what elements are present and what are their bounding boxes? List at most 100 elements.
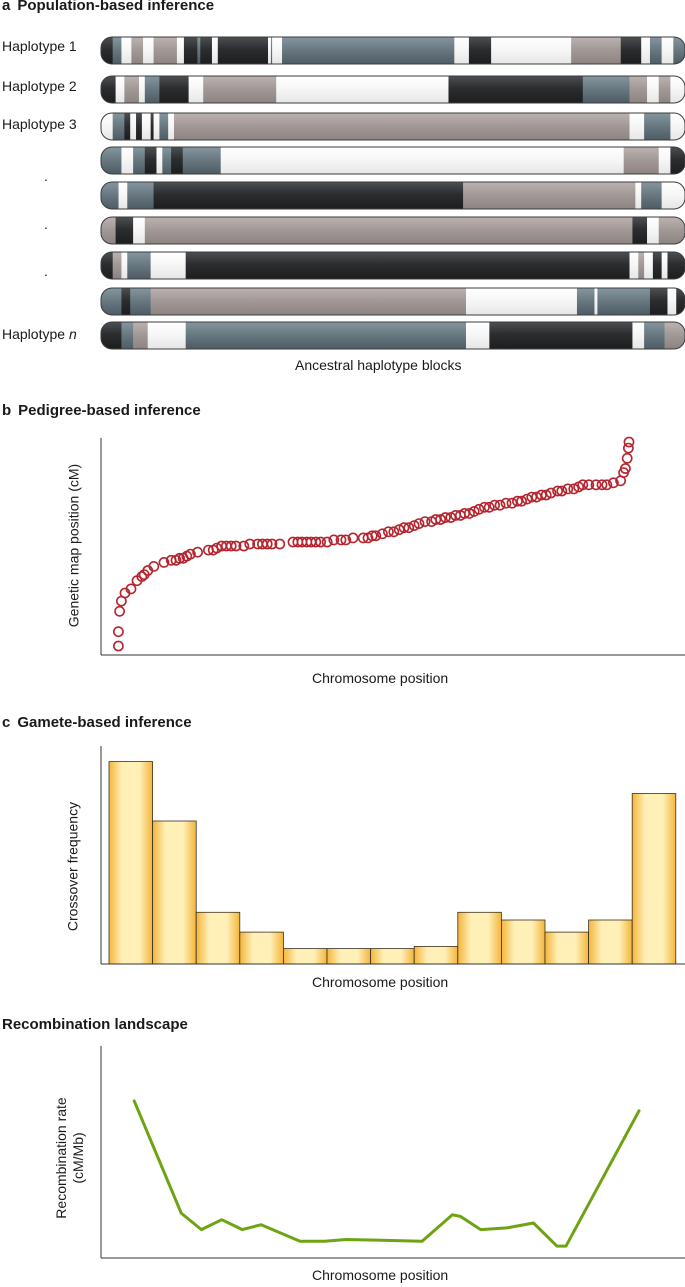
haplotype-block	[101, 76, 116, 103]
scatter-point	[590, 479, 602, 491]
haplotype-block	[138, 76, 146, 103]
scatter-point	[274, 538, 286, 550]
scatter-point	[419, 516, 431, 527]
haplotype-block	[118, 182, 128, 209]
scatter-chart	[100, 436, 685, 656]
bar-chart	[100, 746, 685, 965]
histogram-bar	[195, 911, 241, 965]
scatter-point	[413, 518, 425, 529]
haplotype-block	[162, 147, 172, 174]
panel-d-title: Recombination landscape	[2, 1016, 188, 1033]
scatter-point	[500, 497, 512, 509]
haplotype-block	[101, 182, 119, 209]
haplotype-block	[582, 76, 630, 103]
chromosome-outline	[100, 251, 685, 280]
haplotype-block	[101, 252, 114, 279]
panel-letter: c	[2, 714, 11, 731]
haplotype-block	[101, 37, 114, 64]
haplotype-label-n-text: Haplotype	[2, 326, 66, 342]
panel-c-title: c Gamete-based inference	[2, 714, 192, 731]
ellipsis-dot: .	[44, 263, 48, 279]
haplotype-block	[632, 322, 645, 349]
haplotype-block	[576, 288, 595, 315]
haplotype-block	[623, 147, 660, 174]
haplotype-block	[124, 76, 140, 103]
scatter-point	[540, 489, 552, 501]
scatter-point	[439, 512, 451, 523]
haplotype-block	[448, 76, 584, 103]
haplotype-block	[454, 37, 470, 64]
haplotype-block	[489, 322, 633, 349]
haplotype-block	[143, 37, 154, 64]
haplotype-block	[571, 37, 622, 64]
chromosome-outline	[100, 36, 685, 65]
haplotype-block	[159, 113, 169, 140]
scatter-point	[244, 538, 256, 550]
haplotype-block	[112, 252, 122, 279]
haplotype-block	[127, 182, 154, 209]
haplotype-block	[220, 147, 625, 174]
haplotype-label-2: Haplotype 2	[2, 78, 77, 94]
haplotype-block	[629, 252, 639, 279]
haplotype-block	[647, 76, 660, 103]
scatter-point	[382, 526, 394, 538]
haplotype-6	[101, 217, 685, 244]
scatter-point	[340, 534, 352, 546]
haplotype-1	[101, 37, 685, 64]
haplotype-label-1: Haplotype 1	[2, 38, 77, 54]
scatter-point	[321, 536, 333, 548]
histogram-bar	[413, 945, 459, 965]
haplotype-block	[101, 147, 122, 174]
haplotype-block	[644, 113, 671, 140]
haplotype-block	[203, 76, 277, 103]
scatter-point	[506, 497, 518, 509]
ellipsis-dot: .	[44, 168, 48, 184]
scatter-point	[623, 436, 635, 448]
haplotype-block	[270, 37, 273, 64]
chromosome-outline	[100, 146, 685, 175]
scatter-point	[347, 532, 359, 544]
haplotype-block	[673, 37, 685, 64]
haplotype-4	[101, 147, 685, 174]
scatter-point	[531, 491, 542, 503]
scatter-point	[211, 542, 223, 554]
panel-letter: b	[2, 402, 12, 419]
haplotype-block	[635, 182, 642, 209]
histogram-bar	[631, 793, 677, 965]
haplotype-block	[101, 113, 114, 140]
haplotype-block	[661, 182, 685, 209]
haplotype-block	[144, 217, 633, 244]
scatter-point	[494, 499, 506, 511]
x-axis-label: Chromosome position	[312, 1267, 449, 1283]
haplotype-block	[144, 76, 160, 103]
scatter-point	[562, 483, 574, 495]
haplotype-block	[121, 322, 134, 349]
scatter-point	[113, 640, 124, 652]
haplotype-block	[150, 288, 467, 315]
haplotype-block	[133, 147, 146, 174]
panel-b-title: b Pedigree-based inference	[2, 402, 201, 419]
haplotype-block	[188, 76, 204, 103]
haplotype-block	[131, 37, 144, 64]
haplotype-block	[130, 288, 152, 315]
scatter-point	[192, 546, 203, 558]
haplotype-block	[121, 37, 132, 64]
haplotype-block	[101, 217, 116, 244]
panel-letter: a	[2, 0, 11, 14]
histogram-bar	[370, 948, 415, 965]
haplotype-block	[153, 37, 178, 64]
chromosome-outline	[100, 287, 685, 316]
haplotype-block	[121, 288, 131, 315]
haplotype-block	[594, 288, 598, 315]
haplotype-block	[647, 217, 660, 244]
panel-title: Gamete-based inference	[17, 714, 192, 731]
haplotype-label-n-italic: n	[68, 326, 77, 342]
ellipsis-dot: .	[44, 216, 48, 232]
haplotype-block	[466, 322, 490, 349]
haplotype-block	[153, 113, 160, 140]
haplotype-caption: Ancestral haplotype blocks	[295, 357, 462, 373]
haplotype-block	[159, 76, 189, 103]
scatter-point	[315, 536, 326, 548]
haplotype-block	[641, 182, 663, 209]
histogram-bar	[108, 761, 153, 965]
